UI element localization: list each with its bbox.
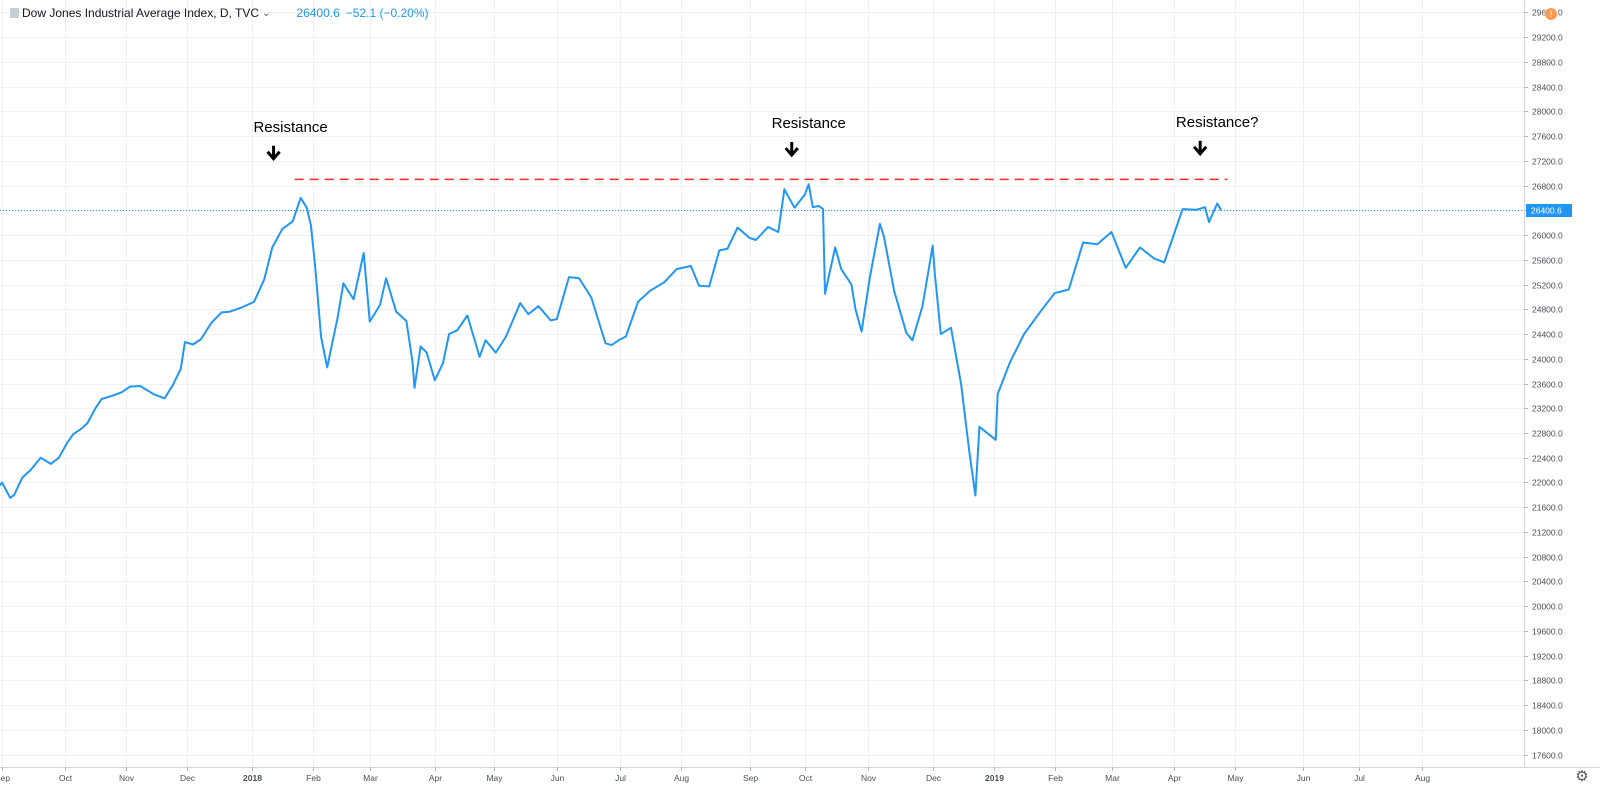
y-tick-label: 22400.0 xyxy=(1532,454,1563,464)
x-tick-label: Jul xyxy=(615,773,626,783)
y-tick-label: 27600.0 xyxy=(1532,132,1563,142)
last-price-badge-label: 26400.6 xyxy=(1531,206,1562,216)
arrow-down-icon xyxy=(266,145,281,162)
y-tick-label: 21200.0 xyxy=(1532,528,1563,538)
y-tick-label: 27200.0 xyxy=(1532,157,1563,167)
y-tick-label: 21600.0 xyxy=(1532,503,1563,513)
x-tick-label: Feb xyxy=(306,773,321,783)
y-tick-label: 24400.0 xyxy=(1532,330,1563,340)
x-tick-label: Sep xyxy=(743,773,758,783)
y-tick-label: 26800.0 xyxy=(1532,182,1563,192)
x-tick-label: Jun xyxy=(1297,773,1311,783)
y-tick-label: 29200.0 xyxy=(1532,33,1563,43)
x-tick-label: 2018 xyxy=(243,773,262,783)
y-tick-label: 28400.0 xyxy=(1532,83,1563,93)
x-tick-label: Aug xyxy=(674,773,689,783)
annotation-label: Resistance xyxy=(772,115,846,132)
alert-icon[interactable]: ! xyxy=(1545,8,1557,20)
x-tick-label: Jul xyxy=(1354,773,1365,783)
y-tick-label: 24800.0 xyxy=(1532,305,1563,315)
x-tick-label: Sep xyxy=(0,773,10,783)
annotation-label: Resistance xyxy=(253,119,327,136)
x-tick-label: Dec xyxy=(180,773,196,783)
x-tick-label: Feb xyxy=(1048,773,1063,783)
x-tick-label: Jun xyxy=(551,773,565,783)
symbol-title[interactable]: Dow Jones Industrial Average Index, D, T… xyxy=(22,6,260,20)
y-tick-label: 28000.0 xyxy=(1532,107,1563,117)
grid xyxy=(0,0,1524,767)
x-tick-label: Dec xyxy=(926,773,942,783)
arrow-head xyxy=(1193,145,1208,157)
x-tick-label: Apr xyxy=(1168,773,1181,783)
last-price-badge: 26400.6 xyxy=(1526,204,1572,217)
y-tick-label: 17600.0 xyxy=(1532,751,1563,761)
y-tick-label: 19600.0 xyxy=(1532,627,1563,637)
y-tick-label: 20400.0 xyxy=(1532,577,1563,587)
chart-legend: Dow Jones Industrial Average Index, D, T… xyxy=(0,0,429,26)
symbol-icon xyxy=(10,8,19,18)
annotations: Resistance Resistance Resistance? xyxy=(253,114,1259,162)
arrow-down-icon xyxy=(784,142,799,158)
y-tick-label: 28800.0 xyxy=(1532,58,1563,68)
price-axis[interactable]: 17600.0 18000.0 18400.0 18800.0 19200.0 19600… xyxy=(1524,8,1563,761)
x-tick-label: Oct xyxy=(799,773,813,783)
y-tick-label: 20000.0 xyxy=(1532,602,1563,612)
price-series-line xyxy=(0,183,1223,499)
arrow-head xyxy=(784,147,799,158)
x-tick-label: Apr xyxy=(429,773,442,783)
y-tick-label: 18800.0 xyxy=(1532,676,1563,686)
price-change-value: −52.1 (−0.20%) xyxy=(345,6,429,20)
x-tick-label: Aug xyxy=(1415,773,1430,783)
last-price-value: 26400.6 xyxy=(296,6,340,20)
y-tick-label: 26000.0 xyxy=(1532,231,1563,241)
y-tick-label: 22800.0 xyxy=(1532,429,1563,439)
y-tick-label: 24000.0 xyxy=(1532,355,1563,365)
annotation-label: Resistance? xyxy=(1176,114,1259,131)
y-tick-label: 22000.0 xyxy=(1532,478,1563,488)
x-tick-label: 2019 xyxy=(985,773,1004,783)
y-tick-label: 20800.0 xyxy=(1532,553,1563,563)
x-tick-label: Mar xyxy=(363,773,378,783)
y-tick-label: 23200.0 xyxy=(1532,404,1563,414)
y-tick-label: 25200.0 xyxy=(1532,281,1563,291)
y-tick-label: 19200.0 xyxy=(1532,652,1563,662)
y-tick-label: 18000.0 xyxy=(1532,726,1563,736)
y-tick-label: 23600.0 xyxy=(1532,380,1563,390)
x-tick-label: May xyxy=(1227,773,1244,783)
chevron-down-icon[interactable]: ⌄ xyxy=(262,7,271,19)
x-tick-label: Nov xyxy=(861,773,877,783)
x-tick-label: Nov xyxy=(119,773,135,783)
last-price-badge-bg xyxy=(1526,204,1572,217)
x-tick-label: Mar xyxy=(1105,773,1120,783)
arrow-down-icon xyxy=(1193,140,1208,157)
gear-icon[interactable]: ⚙ xyxy=(1575,768,1589,785)
x-tick-label: Oct xyxy=(59,773,73,783)
arrow-head xyxy=(266,150,281,162)
y-tick-label: 18400.0 xyxy=(1532,701,1563,711)
time-axis[interactable]: Sep Oct Nov Dec 2018 Feb Mar Apr May Jun Jul Aug Sep… xyxy=(0,767,1430,783)
y-tick-label: 25600.0 xyxy=(1532,256,1563,266)
x-tick-label: May xyxy=(486,773,503,783)
